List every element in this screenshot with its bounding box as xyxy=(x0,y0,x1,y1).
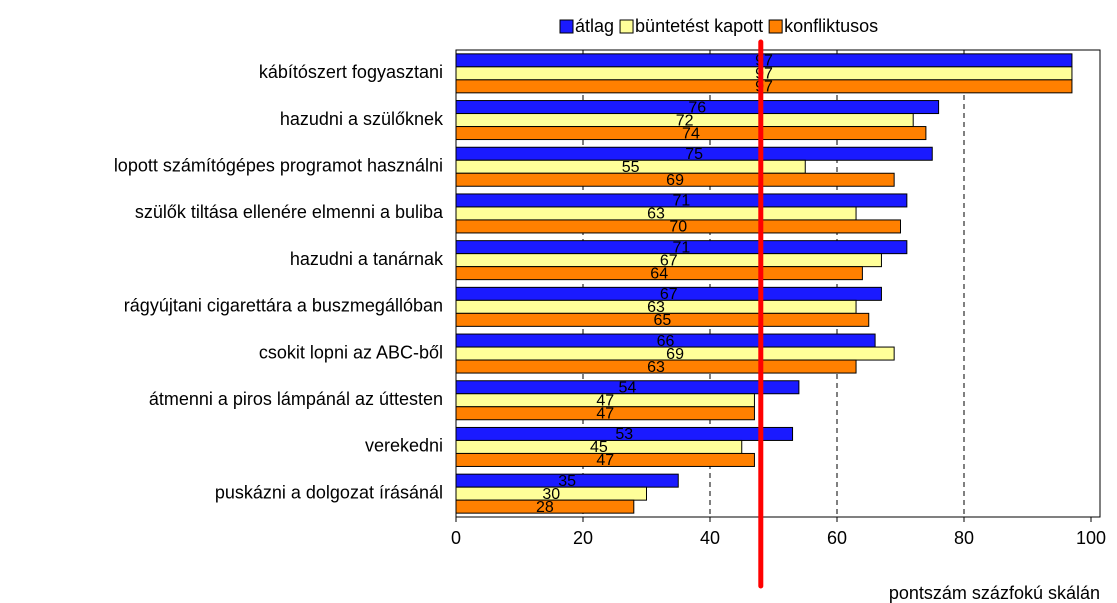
y-tick-label: kábítószert fogyasztani xyxy=(259,62,443,82)
y-tick-label: szülők tiltása ellenére elmenni a buliba xyxy=(135,202,444,222)
value-label: 54 xyxy=(619,379,637,396)
x-tick-label: 0 xyxy=(451,528,461,548)
value-label: 28 xyxy=(536,499,554,516)
legend-label: büntetést kapott xyxy=(635,16,763,36)
plot-frame xyxy=(455,49,1101,518)
value-label: 53 xyxy=(615,426,633,443)
value-label: 76 xyxy=(688,99,706,116)
value-label: 67 xyxy=(660,286,678,303)
value-label: 71 xyxy=(673,193,691,210)
y-tick-label: verekedni xyxy=(365,436,443,456)
y-tick-label: rágyújtani cigarettára a buszmegállóban xyxy=(124,296,443,316)
legend-swatch xyxy=(559,19,574,34)
value-label: 63 xyxy=(647,359,665,376)
value-label: 65 xyxy=(653,312,671,329)
value-label: 97 xyxy=(755,79,773,96)
value-label: 47 xyxy=(596,452,614,469)
value-label: 35 xyxy=(558,473,576,490)
y-tick-label: puskázni a dolgozat írásánál xyxy=(215,482,443,502)
y-tick-label: átmenni a piros lámpánál az úttesten xyxy=(149,389,443,409)
value-label: 47 xyxy=(596,392,614,409)
legend-swatch xyxy=(619,19,634,34)
y-tick-label: hazudni a szülőknek xyxy=(280,109,444,129)
x-tick-label: 100 xyxy=(1076,528,1106,548)
value-label: 70 xyxy=(669,219,687,236)
value-label: 55 xyxy=(622,159,640,176)
x-tick-label: 20 xyxy=(573,528,593,548)
value-label: 47 xyxy=(596,405,614,422)
value-label: 67 xyxy=(660,252,678,269)
value-label: 45 xyxy=(590,439,608,456)
value-label: 63 xyxy=(647,299,665,316)
x-tick-label: 60 xyxy=(827,528,847,548)
y-tick-label: csokit lopni az ABC-ből xyxy=(259,342,443,362)
value-label: 30 xyxy=(542,486,560,503)
legend-label: konfliktusos xyxy=(784,16,878,36)
value-label: 69 xyxy=(666,346,684,363)
value-label: 66 xyxy=(657,333,675,350)
value-label: 72 xyxy=(676,112,694,129)
x-axis-label: pontszám százfokú skálán xyxy=(889,583,1100,603)
value-label: 71 xyxy=(673,239,691,256)
value-label: 69 xyxy=(666,172,684,189)
legend-label: átlag xyxy=(575,16,614,36)
y-tick-label: lopott számítógépes programot használni xyxy=(114,156,443,176)
value-label: 63 xyxy=(647,206,665,223)
x-tick-label: 40 xyxy=(700,528,720,548)
y-tick-label: hazudni a tanárnak xyxy=(290,249,444,269)
x-tick-label: 80 xyxy=(954,528,974,548)
value-label: 64 xyxy=(650,265,668,282)
value-label: 75 xyxy=(685,146,703,163)
value-label: 74 xyxy=(682,125,700,142)
legend-swatch xyxy=(768,19,783,34)
